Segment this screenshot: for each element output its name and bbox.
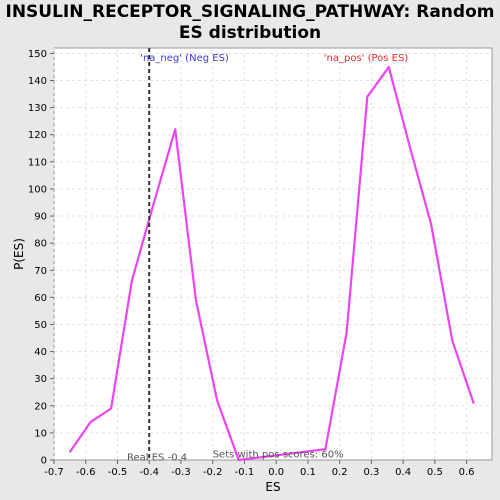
- y-tick-label: 140: [28, 76, 47, 87]
- y-tick-label: 50: [34, 320, 47, 331]
- x-tick-label: -0.1: [235, 467, 255, 478]
- pos-scores-note: Sets with pos scores: 60%: [213, 450, 344, 461]
- data-point: [472, 402, 475, 404]
- y-tick-label: 100: [28, 184, 47, 195]
- y-tick-label: 40: [34, 347, 47, 358]
- y-tick-label: 20: [34, 401, 47, 412]
- neg-es-label: 'na_neg' (Neg ES): [140, 53, 229, 64]
- x-tick-label: 0.1: [300, 467, 316, 478]
- pos-es-label: 'na_pos' (Pos ES): [324, 53, 409, 64]
- y-tick-label: 60: [34, 293, 47, 304]
- y-tick-label: 10: [34, 428, 47, 439]
- axes: 0 10 20 30 40 50 60 70 80 90 100 110 120 130 140 150 -0.…: [28, 49, 475, 478]
- x-tick-label: 0.4: [395, 467, 411, 478]
- data-point: [430, 223, 432, 225]
- data-point: [324, 448, 327, 450]
- y-tick-label: 90: [34, 212, 47, 223]
- x-tick-label: 0.5: [427, 467, 443, 478]
- data-point: [151, 207, 154, 209]
- grid-lines: [53, 48, 492, 460]
- chart-title-line1: INSULIN_RECEPTOR_SIGNALING_PATHWAY: Rand…: [5, 2, 495, 22]
- plot-area: [53, 47, 493, 461]
- x-tick-label: 0.2: [332, 467, 348, 478]
- data-point: [451, 339, 454, 342]
- data-point: [195, 299, 197, 301]
- data-point: [174, 128, 177, 131]
- x-tick-label: -0.4: [139, 467, 159, 478]
- data-point: [89, 421, 92, 423]
- x-tick-label: 0.6: [459, 467, 475, 478]
- data-point: [345, 331, 348, 334]
- real-es-label: Real ES -0.4: [127, 453, 187, 464]
- x-tick-label: -0.6: [76, 467, 96, 478]
- data-point: [69, 451, 71, 453]
- data-series: [68, 65, 475, 462]
- data-point: [237, 459, 240, 461]
- data-point: [216, 399, 218, 402]
- annotations: 'na_neg' (Neg ES) 'na_pos' (Pos ES) Real E…: [127, 48, 408, 464]
- y-tick-label: 150: [28, 49, 47, 60]
- chart-title-line2: ES distribution: [178, 23, 322, 43]
- y-tick-label: 70: [34, 266, 47, 277]
- data-point: [366, 95, 369, 98]
- x-axis-label: ES: [265, 480, 280, 494]
- y-tick-label: 0: [41, 456, 47, 467]
- x-tick-label: -0.5: [108, 467, 128, 478]
- data-point: [408, 144, 411, 147]
- x-tick-label: 0.3: [363, 467, 379, 478]
- x-tick-label: -0.2: [203, 467, 223, 478]
- data-point: [110, 407, 112, 410]
- y-tick-label: 120: [28, 130, 47, 141]
- x-tick-label: -0.3: [171, 467, 191, 478]
- x-tick-label: -0.7: [44, 467, 64, 478]
- y-axis-label: P(ES): [12, 238, 26, 270]
- x-tick-label: 0.0: [268, 467, 284, 478]
- y-tick-label: 80: [34, 239, 47, 250]
- data-point: [388, 66, 390, 68]
- y-tick-label: 110: [28, 157, 47, 168]
- chart-title: INSULIN_RECEPTOR_SIGNALING_PATHWAY: Rand…: [0, 2, 500, 44]
- y-tick-label: 130: [28, 103, 47, 114]
- y-tick-label: 30: [34, 374, 47, 385]
- data-point: [130, 280, 133, 282]
